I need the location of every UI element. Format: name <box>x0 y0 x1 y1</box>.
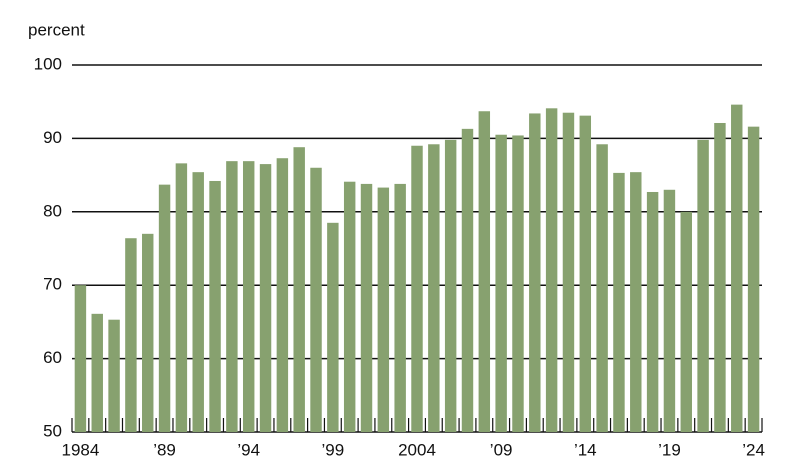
x-tick-label: ’09 <box>490 440 513 459</box>
x-tick-label: ’99 <box>322 440 345 459</box>
x-tick-label: 2004 <box>398 440 436 459</box>
bar <box>444 139 457 433</box>
bar <box>596 144 608 432</box>
bar <box>394 183 406 432</box>
bar <box>259 164 272 432</box>
bar <box>680 211 692 432</box>
bar <box>276 158 289 432</box>
bar <box>545 108 558 432</box>
bar <box>74 285 87 432</box>
bar <box>192 172 204 432</box>
bar <box>461 128 474 432</box>
bar <box>411 145 423 433</box>
bar <box>613 172 625 432</box>
bar <box>630 172 642 432</box>
bar <box>529 113 541 432</box>
bar <box>377 187 390 432</box>
bar <box>731 104 743 433</box>
x-tick-label: ’24 <box>742 440 765 459</box>
y-tick-label: 90 <box>43 128 62 147</box>
bar <box>579 115 592 433</box>
y-axis-label: percent <box>28 20 85 39</box>
bar <box>343 181 356 432</box>
y-tick-label: 100 <box>34 54 62 73</box>
bar <box>91 313 103 432</box>
bar <box>327 222 339 432</box>
bar <box>360 183 373 432</box>
y-tick-label: 70 <box>43 275 62 294</box>
y-tick-label: 80 <box>43 201 62 220</box>
bar <box>125 238 137 432</box>
bar <box>562 112 575 433</box>
y-tick-label: 60 <box>43 348 62 367</box>
bar <box>428 144 440 432</box>
bar <box>714 122 726 433</box>
bar <box>108 319 120 432</box>
bar <box>495 134 507 433</box>
bar <box>158 184 171 432</box>
x-tick-label: ’14 <box>574 440 597 459</box>
bar <box>142 233 154 432</box>
bar <box>209 180 221 432</box>
y-tick-label: 50 <box>43 421 62 440</box>
x-tick-label: ’19 <box>658 440 681 459</box>
bar <box>512 135 524 433</box>
bar <box>293 147 305 432</box>
bar <box>697 139 709 433</box>
x-tick-label: ’94 <box>237 440 260 459</box>
bar <box>175 163 188 432</box>
x-tick-label: 1984 <box>62 440 100 459</box>
bar <box>242 161 255 433</box>
bar <box>747 126 760 432</box>
bar <box>478 111 491 432</box>
bar <box>310 167 322 432</box>
bar <box>663 189 676 432</box>
bar <box>646 191 659 432</box>
bar <box>226 161 238 433</box>
x-tick-label: ’89 <box>153 440 176 459</box>
